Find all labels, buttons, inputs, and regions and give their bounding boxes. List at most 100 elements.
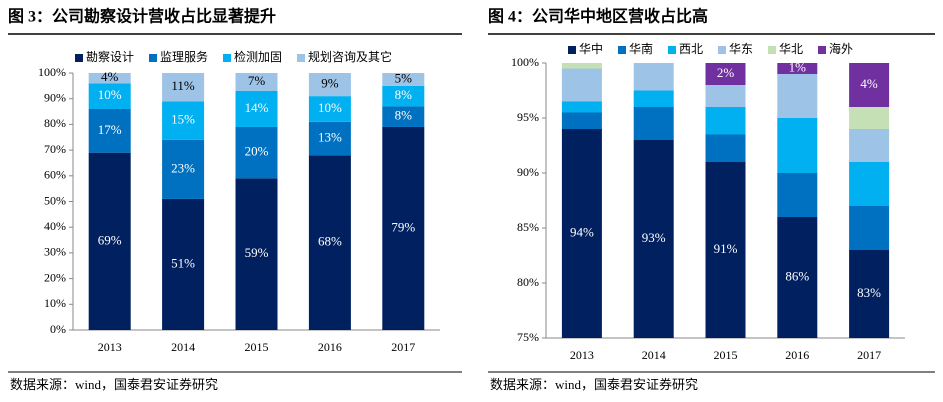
legend-label: 华南 xyxy=(629,41,653,56)
x-tick-label: 2017 xyxy=(857,348,881,362)
y-tick-label: 10% xyxy=(44,296,66,310)
legend-swatch xyxy=(768,46,776,54)
bar-segment xyxy=(235,90,278,127)
bar-segment xyxy=(633,90,674,107)
bar-segment xyxy=(162,198,205,330)
data-label: 10% xyxy=(98,87,122,102)
bar-segment xyxy=(88,73,131,84)
bar-segment xyxy=(235,126,278,179)
x-tick-label: 2016 xyxy=(318,340,342,354)
bar-segment xyxy=(382,126,425,330)
legend-label: 西北 xyxy=(679,42,703,56)
bar-segment xyxy=(162,139,205,199)
data-label: 14% xyxy=(245,100,269,115)
bar-segment xyxy=(633,107,674,140)
data-label: 10% xyxy=(318,100,342,115)
y-tick-label: 80% xyxy=(517,275,539,289)
bar-segment xyxy=(849,162,890,206)
chart-title: 图 3：公司勘察设计营收占比显著提升 xyxy=(8,7,276,26)
bar-segment xyxy=(633,63,674,91)
data-label: 13% xyxy=(318,130,342,145)
legend-swatch xyxy=(297,54,305,62)
data-label: 8% xyxy=(395,87,413,102)
bar-segment xyxy=(382,73,425,86)
bar-segment xyxy=(849,63,890,107)
data-label: 23% xyxy=(171,160,195,175)
bar-segment xyxy=(777,63,818,74)
y-tick-label: 85% xyxy=(517,220,539,234)
data-label: 1% xyxy=(789,59,807,74)
legend-label: 监理服务 xyxy=(160,49,208,64)
data-label: 2% xyxy=(717,65,735,80)
data-label: 79% xyxy=(391,219,415,234)
bar-segment xyxy=(633,140,674,338)
bar-segment xyxy=(88,108,131,153)
y-tick-label: 20% xyxy=(44,270,66,284)
bar-segment xyxy=(705,85,746,107)
x-tick-label: 2017 xyxy=(391,340,415,354)
bar-segment xyxy=(308,155,351,330)
legend-swatch xyxy=(568,46,576,54)
x-tick-label: 2014 xyxy=(171,340,195,354)
y-tick-label: 60% xyxy=(44,168,66,182)
bar-segment xyxy=(777,74,818,118)
data-label: 17% xyxy=(98,122,122,137)
data-label: 91% xyxy=(714,241,738,256)
data-label: 68% xyxy=(318,234,342,249)
data-label: 94% xyxy=(570,224,594,239)
bar-segment xyxy=(849,250,890,338)
bar-segment xyxy=(849,129,890,162)
bar-segment xyxy=(561,112,602,129)
data-label: 20% xyxy=(245,144,269,159)
data-label: 11% xyxy=(171,78,195,93)
y-tick-label: 100% xyxy=(38,65,66,79)
legend-label: 华东 xyxy=(729,42,753,56)
x-tick-label: 2016 xyxy=(785,348,809,362)
bar-segment xyxy=(88,83,131,109)
bar-segment xyxy=(849,206,890,250)
bar-segment xyxy=(777,173,818,217)
legend-label: 华北 xyxy=(779,42,803,56)
bar-segment xyxy=(382,106,425,127)
legend-swatch xyxy=(149,54,157,62)
bar-segment xyxy=(705,107,746,135)
data-label: 8% xyxy=(395,108,413,123)
legend-label: 海外 xyxy=(829,41,853,56)
bar-segment xyxy=(308,121,351,156)
bar-segment xyxy=(705,63,746,85)
bar-segment xyxy=(308,96,351,122)
y-tick-label: 90% xyxy=(517,165,539,179)
data-label: 69% xyxy=(98,232,122,247)
legend-label: 勘察设计 xyxy=(86,50,134,64)
data-label: 83% xyxy=(857,285,881,300)
data-label: 86% xyxy=(785,268,809,283)
y-tick-label: 100% xyxy=(511,55,539,69)
data-label: 51% xyxy=(171,255,195,270)
legend-label: 华中 xyxy=(579,41,603,56)
bar-segment xyxy=(162,73,205,102)
legend-swatch xyxy=(668,46,676,54)
y-tick-label: 95% xyxy=(517,110,539,124)
data-label: 59% xyxy=(245,245,269,260)
source: 数据来源：wind，国泰君安证券研究 xyxy=(10,377,218,392)
legend-swatch xyxy=(618,46,626,54)
chart-title: 图 4：公司华中地区营收占比高 xyxy=(488,7,708,26)
bar-segment xyxy=(382,85,425,107)
data-label: 4% xyxy=(101,69,119,84)
x-tick-label: 2015 xyxy=(245,340,269,354)
bar-segment xyxy=(777,217,818,338)
y-tick-label: 80% xyxy=(44,116,66,130)
bar-segment xyxy=(705,162,746,338)
y-tick-label: 75% xyxy=(517,330,539,344)
bar-segment xyxy=(162,101,205,140)
x-tick-label: 2014 xyxy=(642,348,666,362)
legend-swatch xyxy=(223,54,231,62)
bar-segment xyxy=(561,101,602,113)
y-tick-label: 30% xyxy=(44,245,66,259)
legend-swatch xyxy=(75,54,83,62)
bar-segment xyxy=(235,73,278,91)
legend-swatch xyxy=(718,46,726,54)
legend-label: 检测加固 xyxy=(234,49,282,64)
x-tick-label: 2015 xyxy=(714,348,738,362)
